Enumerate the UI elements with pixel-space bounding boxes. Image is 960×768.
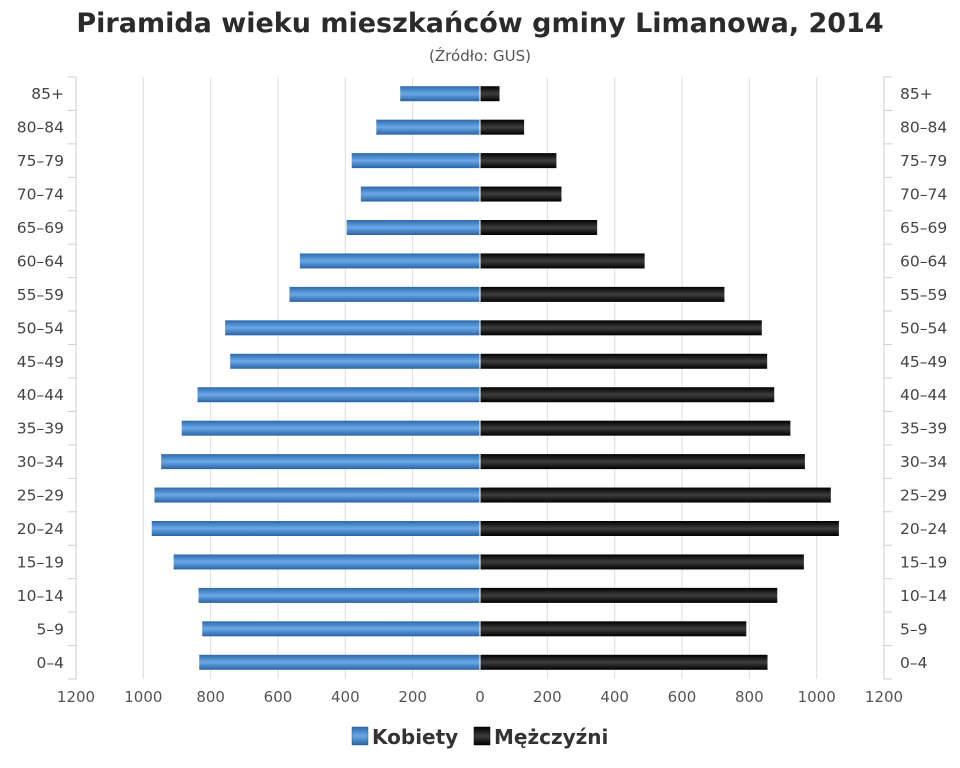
category-label-right: 50–54 xyxy=(900,319,947,337)
bar-mezczyzni-8[interactable] xyxy=(480,387,775,403)
category-label-left: 0–4 xyxy=(37,654,64,672)
category-label-right: 0–4 xyxy=(900,654,927,672)
category-label-right: 85+ xyxy=(900,85,933,103)
category-label-right: 10–14 xyxy=(900,587,947,605)
bar-mezczyzni-17[interactable] xyxy=(480,86,500,102)
bar-kobiety-10[interactable] xyxy=(225,320,480,336)
legend-item-mezczyzni[interactable]: Mężczyźni xyxy=(473,725,608,749)
bar-kobiety-7[interactable] xyxy=(181,420,481,436)
bar-mezczyzni-0[interactable] xyxy=(480,654,768,670)
legend: Kobiety Mężczyźni xyxy=(351,725,608,749)
category-label-left: 85+ xyxy=(31,85,64,103)
chart-title: Piramida wieku mieszkańców gminy Limanow… xyxy=(76,8,883,39)
category-label-left: 75–79 xyxy=(17,152,64,170)
bar-mezczyzni-5[interactable] xyxy=(480,487,831,503)
bar-kobiety-8[interactable] xyxy=(197,387,480,403)
bars xyxy=(151,77,839,679)
category-label-left: 40–44 xyxy=(17,386,64,404)
chart-subtitle: (Źródło: GUS) xyxy=(429,46,531,65)
category-label-right: 60–64 xyxy=(900,252,947,270)
bar-kobiety-0[interactable] xyxy=(199,654,480,670)
category-label-right: 80–84 xyxy=(900,119,947,137)
x-tick-label: 400 xyxy=(331,688,360,706)
bar-kobiety-17[interactable] xyxy=(400,86,480,102)
category-label-right: 55–59 xyxy=(900,286,947,304)
bar-mezczyzni-7[interactable] xyxy=(480,420,791,436)
bar-kobiety-11[interactable] xyxy=(289,286,480,302)
category-label-right: 65–69 xyxy=(900,219,947,237)
bar-mezczyzni-13[interactable] xyxy=(480,220,598,235)
legend-swatch xyxy=(473,726,491,746)
x-tick-label: 600 xyxy=(264,688,293,706)
bar-kobiety-5[interactable] xyxy=(154,487,480,503)
x-tick-label: 600 xyxy=(668,688,697,706)
bar-kobiety-4[interactable] xyxy=(151,521,480,536)
legend-label: Mężczyźni xyxy=(494,725,608,749)
category-label-left: 65–69 xyxy=(17,219,64,237)
bar-mezczyzni-9[interactable] xyxy=(480,353,768,369)
category-label-left: 50–54 xyxy=(17,319,64,337)
category-label-left: 70–74 xyxy=(17,186,64,204)
legend-swatch xyxy=(351,726,369,746)
category-labels: 0–4 0–4 5–9 5–9 10–14 10–14 15–19 15–19 20–24 20–… xyxy=(17,85,947,672)
category-label-left: 30–34 xyxy=(17,453,64,471)
bar-mezczyzni-16[interactable] xyxy=(480,119,525,135)
bar-kobiety-1[interactable] xyxy=(202,621,480,637)
bar-kobiety-3[interactable] xyxy=(173,554,480,570)
category-label-left: 80–84 xyxy=(17,119,64,137)
x-tick-label: 200 xyxy=(533,688,562,706)
bar-kobiety-6[interactable] xyxy=(161,454,480,470)
bar-kobiety-2[interactable] xyxy=(198,587,480,603)
category-label-right: 40–44 xyxy=(900,386,947,404)
x-tick-label: 1200 xyxy=(57,688,95,706)
category-label-left: 60–64 xyxy=(17,252,64,270)
x-tick-label: 1000 xyxy=(124,688,162,706)
bar-mezczyzni-2[interactable] xyxy=(480,587,778,603)
category-label-right: 15–19 xyxy=(900,553,947,571)
category-label-right: 30–34 xyxy=(900,453,947,471)
category-label-left: 5–9 xyxy=(37,620,64,638)
category-label-left: 20–24 xyxy=(17,520,64,538)
bar-kobiety-15[interactable] xyxy=(351,153,480,169)
category-label-left: 15–19 xyxy=(17,553,64,571)
category-label-right: 75–79 xyxy=(900,152,947,170)
x-tick-labels: 1200 1000 800 600 400 200 0 200 400 600 800 1000 120… xyxy=(57,688,903,706)
x-tick-label: 200 xyxy=(398,688,427,706)
bar-mezczyzni-3[interactable] xyxy=(480,554,804,570)
category-label-left: 10–14 xyxy=(17,587,64,605)
category-label-left: 25–29 xyxy=(17,487,64,505)
category-label-left: 35–39 xyxy=(17,420,64,438)
x-tick-label: 1000 xyxy=(798,688,836,706)
x-tick-label: 800 xyxy=(196,688,225,706)
legend-label: Kobiety xyxy=(372,725,458,749)
category-label-left: 55–59 xyxy=(17,286,64,304)
bar-mezczyzni-4[interactable] xyxy=(480,521,839,536)
category-label-right: 45–49 xyxy=(900,353,947,371)
category-label-right: 35–39 xyxy=(900,420,947,438)
x-tick-label: 400 xyxy=(600,688,629,706)
axes xyxy=(68,76,892,680)
bar-kobiety-13[interactable] xyxy=(346,220,480,235)
category-label-right: 20–24 xyxy=(900,520,947,538)
category-label-right: 5–9 xyxy=(900,620,927,638)
bar-mezczyzni-14[interactable] xyxy=(480,186,562,202)
bar-kobiety-14[interactable] xyxy=(360,186,480,202)
x-tick-label: 800 xyxy=(735,688,764,706)
bar-mezczyzni-10[interactable] xyxy=(480,320,762,336)
bar-kobiety-9[interactable] xyxy=(230,353,480,369)
bar-mezczyzni-11[interactable] xyxy=(480,286,725,302)
bar-mezczyzni-6[interactable] xyxy=(480,454,805,470)
legend-item-kobiety[interactable]: Kobiety xyxy=(351,725,458,749)
bar-kobiety-12[interactable] xyxy=(299,253,480,269)
bar-mezczyzni-15[interactable] xyxy=(480,153,557,169)
category-label-right: 25–29 xyxy=(900,487,947,505)
bar-kobiety-16[interactable] xyxy=(376,119,480,135)
bar-mezczyzni-1[interactable] xyxy=(480,621,747,637)
category-label-left: 45–49 xyxy=(17,353,64,371)
x-tick-label: 0 xyxy=(475,688,485,706)
bar-mezczyzni-12[interactable] xyxy=(480,253,645,269)
category-label-right: 70–74 xyxy=(900,186,947,204)
x-tick-label: 1200 xyxy=(865,688,903,706)
